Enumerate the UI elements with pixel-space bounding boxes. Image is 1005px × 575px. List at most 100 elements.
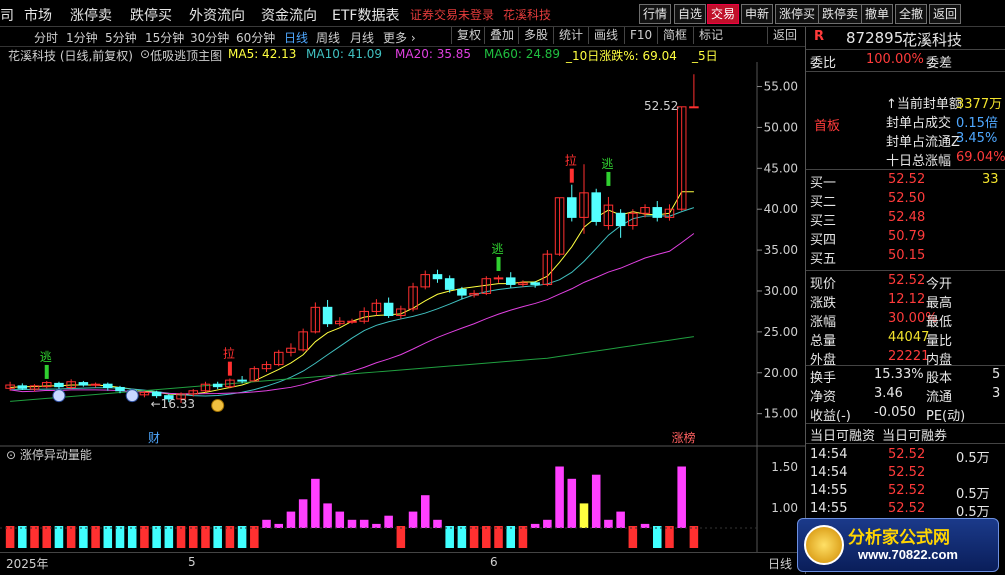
volume-bar	[116, 526, 125, 548]
escape-signal-1-bar	[45, 365, 49, 379]
volume-bar	[262, 520, 271, 528]
quote-label: 总量	[810, 330, 836, 349]
tool-overlay[interactable]: 叠加	[484, 27, 514, 44]
pull-signal-1-bar	[228, 362, 232, 376]
volume-bar	[79, 526, 88, 548]
period-15min[interactable]: 15分钟	[145, 29, 184, 46]
seal-stat-label: ↑当前封单额	[886, 93, 962, 112]
candle-body	[616, 213, 625, 225]
stat-value-right: 5	[992, 367, 1000, 382]
volume-bar	[226, 526, 235, 548]
period-30min[interactable]: 30分钟	[190, 29, 229, 46]
kline-chart[interactable]: 逃拉逃拉逃←16.3352.52财涨榜 55.0050.0045.0040.00…	[0, 62, 805, 552]
seal-stat-label: 封单占流通Z	[886, 131, 960, 150]
period-monthly[interactable]: 月线	[350, 29, 374, 46]
stock-name: 花溪科技	[902, 29, 962, 50]
bid-price: 52.48	[888, 210, 925, 225]
period-5min[interactable]: 5分钟	[105, 29, 137, 46]
period-60min[interactable]: 60分钟	[236, 29, 275, 46]
volume-bar	[152, 526, 161, 548]
volume-bar	[91, 526, 100, 548]
volume-bar	[409, 512, 418, 528]
bid-level-label: 买二	[810, 191, 836, 210]
quick-trade-button[interactable]: 交易	[707, 4, 739, 24]
quick-watchlist-button[interactable]: 自选	[674, 4, 706, 24]
quick-quote-button[interactable]: 行情	[639, 4, 671, 24]
volume-indicator-title[interactable]: ⊙ 涨停异动量能	[6, 446, 92, 463]
volume-bar	[653, 526, 662, 548]
volume-bar	[665, 526, 674, 548]
tab-margin-financing[interactable]: 当日可融资	[810, 425, 875, 444]
candle-body	[384, 303, 393, 315]
quote-value: 22221	[888, 349, 929, 364]
volume-bar	[140, 526, 149, 548]
tool-back[interactable]: 返回	[767, 27, 797, 44]
quick-limit-sell-button[interactable]: 跌停卖	[818, 4, 862, 24]
finance-marker: 财	[148, 431, 160, 445]
candle-body	[494, 278, 503, 279]
volume-bar	[201, 526, 210, 548]
period-1min[interactable]: 1分钟	[66, 29, 98, 46]
tool-multi[interactable]: 多股	[518, 27, 548, 44]
quote-label: 涨幅	[810, 311, 836, 330]
candle-body	[458, 289, 467, 295]
quick-limit-buy-button[interactable]: 涨停买	[775, 4, 819, 24]
candle-body	[79, 383, 88, 385]
quick-cancel-all-button[interactable]: 全撤	[895, 4, 927, 24]
limit-up-list-marker: 涨榜	[672, 430, 696, 445]
escape-signal-3-bar	[606, 172, 610, 186]
tool-mark[interactable]: 标记	[693, 27, 723, 44]
quick-ipo-button[interactable]: 申新	[741, 4, 773, 24]
period-more[interactable]: 更多 ›	[383, 29, 416, 46]
menu-edge-fragment: 司	[0, 5, 14, 25]
tool-adjust[interactable]: 复权	[451, 27, 481, 44]
candle-body	[433, 275, 442, 279]
volume-bar	[311, 479, 320, 528]
period-intraday[interactable]: 分时	[34, 29, 58, 46]
tool-stats[interactable]: 统计	[553, 27, 583, 44]
volume-bar	[641, 524, 650, 528]
volume-bar	[177, 526, 186, 548]
volume-bar	[690, 526, 699, 548]
menu-limit-down-buy[interactable]: 跌停买	[130, 5, 172, 25]
quick-back-button[interactable]: 返回	[929, 4, 961, 24]
volume-bar	[323, 503, 332, 528]
quote-label: 涨跌	[810, 292, 836, 311]
volume-bar	[482, 526, 491, 548]
period-weekly[interactable]: 周线	[316, 29, 340, 46]
menu-etf-table[interactable]: ETF数据表	[332, 5, 399, 25]
volume-bar	[165, 526, 174, 548]
stock-code: 872895	[846, 29, 903, 47]
indicator-dropdown[interactable]: ⊙ 低吸逃顶主图	[140, 47, 150, 61]
escape-signal-2: 逃	[492, 242, 504, 256]
menu-limit-up-sell[interactable]: 涨停卖	[70, 5, 112, 25]
mascot-icon	[804, 525, 844, 565]
quick-cancel-button[interactable]: 撤单	[861, 4, 893, 24]
stat-label: 净资	[810, 386, 836, 405]
volume-bar	[128, 526, 137, 548]
top-menu-bar: 司 市场 涨停卖 跌停买 外资流向 资金流向 ETF数据表 证券交易未登录 花溪…	[0, 0, 1005, 27]
volume-bar	[250, 526, 259, 548]
menu-fund-flow[interactable]: 资金流向	[261, 5, 317, 25]
x-axis-period: 日线	[768, 555, 792, 572]
tab-margin-lending[interactable]: 当日可融券	[882, 425, 947, 444]
tool-f10[interactable]: F10	[624, 27, 652, 44]
r-icon: R	[814, 29, 824, 44]
volume-bar	[494, 526, 503, 548]
volume-bar	[519, 526, 528, 548]
menu-foreign-flow[interactable]: 外资流向	[189, 5, 245, 25]
tool-frame[interactable]: 简框	[657, 27, 687, 44]
x-axis: 2025年 5 6 日线	[0, 552, 805, 575]
period-daily[interactable]: 日线	[284, 29, 308, 46]
tool-draw[interactable]: 画线	[588, 27, 618, 44]
ma-legend-row: 花溪科技 (日线,前复权) ⊙ 低吸逃顶主图 MA5: 42.13 MA10: …	[0, 47, 805, 63]
login-status[interactable]: 证券交易未登录	[410, 6, 494, 23]
money-bag-icon	[212, 399, 224, 411]
weibi-label: 委比	[810, 52, 836, 71]
menu-market[interactable]: 市场	[24, 5, 52, 25]
y-tick-label: 45.00	[764, 161, 798, 175]
volume-bar	[336, 512, 345, 528]
volume-bar	[568, 479, 577, 528]
watermark-logo: 分析家公式网 www.70822.com	[797, 518, 999, 572]
volume-bar	[67, 526, 76, 548]
